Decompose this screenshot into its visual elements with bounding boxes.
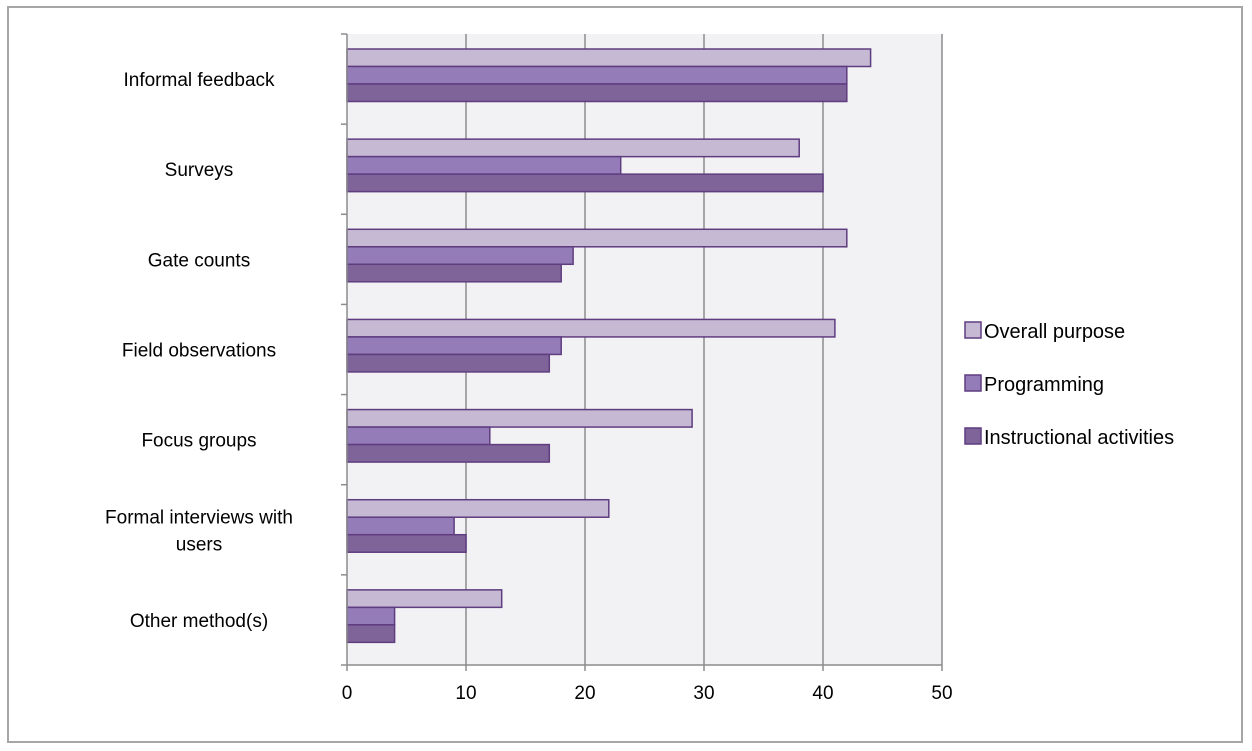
category-label: Gate counts	[148, 250, 250, 271]
category-label: Focus groups	[141, 431, 256, 452]
legend-label: Instructional activities	[984, 427, 1174, 449]
category-labels: Informal feedback Surveys Gate counts Field…	[105, 70, 293, 632]
bar-overall-purpose-1	[346, 48, 872, 68]
x-axis-ticks: 0 10 20 30 40 50	[342, 683, 953, 704]
bar-overall-purpose-6	[346, 498, 610, 518]
category-label: Other method(s)	[130, 611, 268, 632]
bar-programming-6	[346, 516, 455, 536]
legend-label: Programming	[984, 374, 1104, 396]
bar-overall-purpose-3	[346, 228, 848, 248]
bar-instructional-activities-6	[346, 533, 467, 553]
axes	[341, 33, 943, 671]
bar-instructional-activities-4	[346, 353, 551, 373]
bar-overall-purpose-4	[346, 318, 836, 338]
bar-programming-3	[346, 246, 574, 266]
bar-instructional-activities-3	[346, 263, 562, 283]
bar-programming-1	[346, 65, 848, 85]
bar-overall-purpose-5	[346, 408, 693, 428]
legend-label: Overall purpose	[984, 321, 1125, 343]
x-tick-label: 10	[455, 683, 476, 704]
category-label: Formal interviews with users	[105, 507, 293, 555]
bar-instructional-activities-1	[346, 83, 848, 103]
legend-swatch	[964, 374, 982, 392]
legend-swatch	[964, 321, 982, 339]
x-tick-label: 40	[812, 683, 833, 704]
bar-programming-7	[346, 606, 396, 626]
legend-item-overall-purpose: Overall purpose	[964, 321, 1125, 343]
bar-instructional-activities-7	[346, 624, 396, 644]
bar-overall-purpose-7	[346, 589, 503, 609]
x-tick-label: 0	[342, 683, 353, 704]
category-label: Field observations	[122, 341, 276, 362]
bar-instructional-activities-5	[346, 443, 551, 463]
legend-swatch	[964, 427, 982, 445]
bar-programming-2	[346, 155, 622, 175]
category-label: Surveys	[165, 160, 234, 181]
category-label: Informal feedback	[123, 70, 275, 91]
bar-overall-purpose-2	[346, 138, 800, 158]
bar-programming-4	[346, 336, 562, 356]
bar-instructional-activities-2	[346, 173, 824, 193]
legend: Overall purpose Programming Instructional …	[964, 321, 1174, 449]
x-tick-label: 20	[574, 683, 595, 704]
bar-programming-5	[346, 426, 491, 446]
legend-item-programming: Programming	[964, 374, 1104, 396]
legend-item-instructional-activities: Instructional activities	[964, 427, 1174, 449]
x-tick-label: 30	[693, 683, 714, 704]
x-tick-label: 50	[931, 683, 952, 704]
bars	[346, 48, 872, 644]
